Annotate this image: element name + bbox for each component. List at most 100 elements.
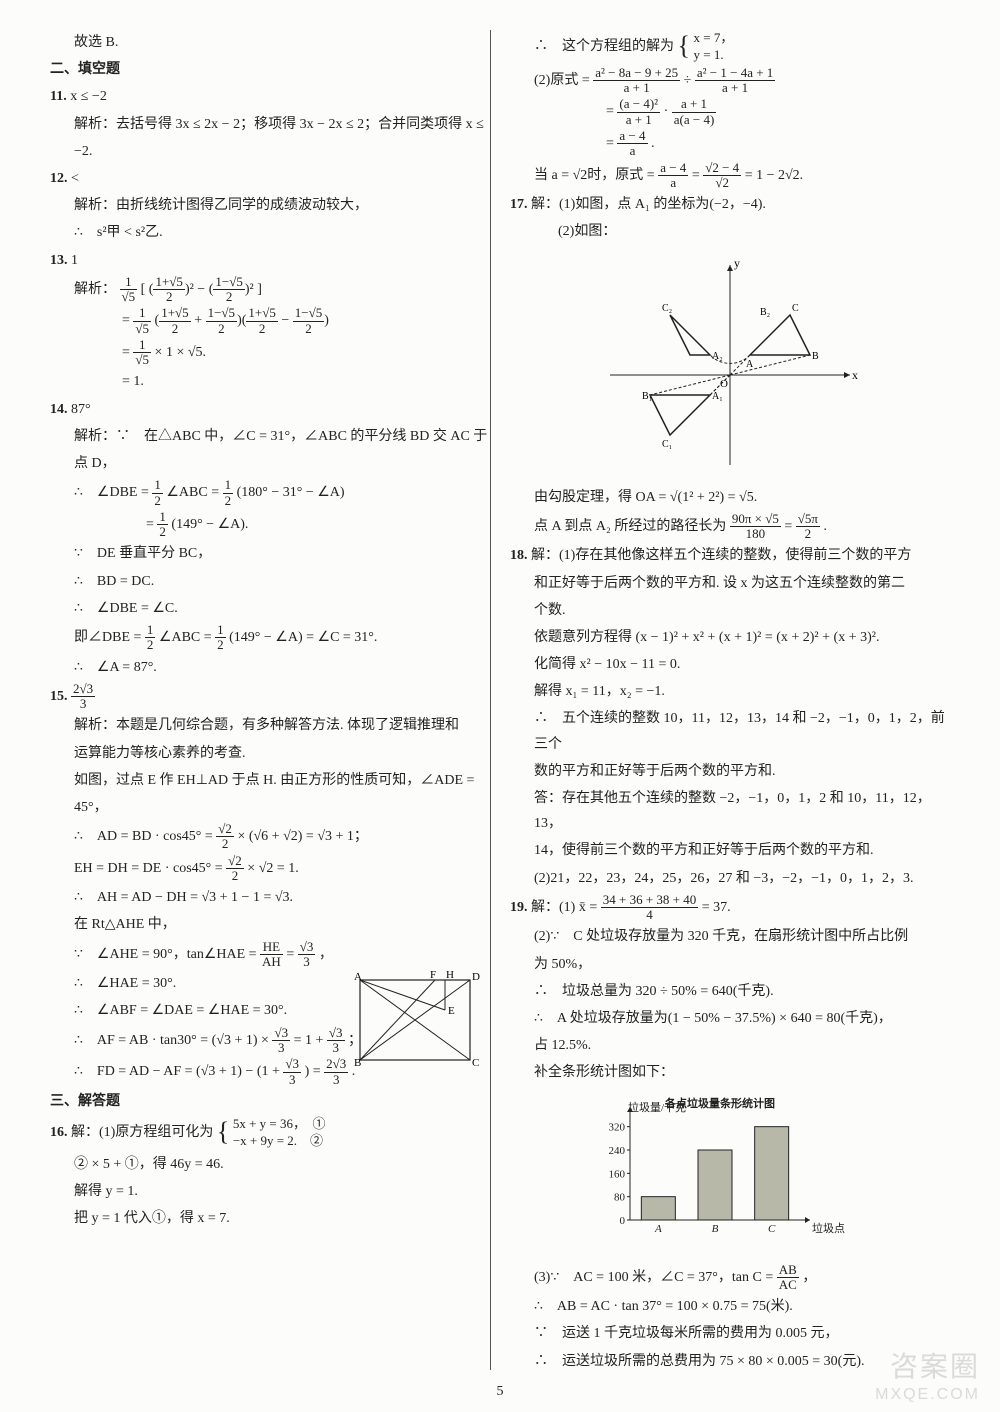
section-heading: 三、解答题: [50, 1089, 490, 1114]
text: ∵ ∠AHE = 90°，tan∠HAE =: [74, 947, 260, 962]
equation: EH = DH = DE · cos45° = √22 × √2 = 1.: [50, 854, 490, 884]
text: 解析：去括号得 3x ≤ 2x − 2；移项得 3x − 2x ≤ 2；合并同类…: [50, 112, 490, 137]
page-number: 5: [0, 1379, 1000, 1404]
text: .: [823, 519, 827, 534]
text: ∴ 五个连续的整数 10，11，12，13，14 和 −2，−1，0，1，2，前…: [510, 706, 950, 756]
svg-text:F: F: [430, 970, 436, 981]
svg-text:B: B: [712, 1223, 719, 1235]
text: =: [606, 136, 617, 151]
text: 依题意列方程得 (x − 1)² + x² + (x + 1)² = (x + …: [510, 625, 950, 650]
text: (180° − 31° − ∠A): [237, 485, 345, 500]
equation: ∴ 这个方程组的解为 { x = 7， y = 1.: [510, 30, 950, 64]
text: ，: [802, 1270, 816, 1285]
svg-text:240: 240: [609, 1145, 626, 1157]
text: ·: [664, 104, 672, 119]
text: 运算能力等核心素养的考查.: [50, 741, 490, 766]
text: (2)21，22，23，24，25，26，27 和 −3，−2，−1，0，1，2…: [510, 866, 950, 891]
section-heading: 二、填空题: [50, 57, 490, 82]
text: ∴ 这个方程组的解为: [534, 39, 674, 54]
text: ，: [319, 947, 333, 962]
svg-text:B: B: [354, 1057, 361, 1069]
svg-text:B₁: B₁: [642, 391, 652, 402]
svg-text:垃圾量/千克: 垃圾量/千克: [628, 1100, 686, 1114]
q19: 19. 解：(1) x̄ = 34 + 36 + 38 + 404 = 37.: [510, 893, 950, 923]
svg-text:x: x: [852, 368, 858, 382]
text: 为 50%，: [510, 952, 950, 977]
qnum: 13.: [50, 253, 68, 268]
q15: 15. 2√33: [50, 682, 490, 712]
text: × (√6 + √2) = √3 + 1；: [237, 829, 367, 844]
eq: y = 1.: [693, 47, 723, 62]
equation: 即∠DBE = 12 ∠ABC = 12 (149° − ∠A) = ∠C = …: [50, 623, 490, 653]
text: ) =: [305, 1064, 325, 1079]
text: 45°，: [50, 795, 490, 820]
text: =: [784, 519, 795, 534]
text: 和正好等于后两个数的平方和. 设 x 为这五个连续整数的第二: [510, 571, 950, 596]
eq: 5x + y = 36， ①: [233, 1116, 326, 1131]
text: ∴ AD = BD · cos45° =: [74, 829, 216, 844]
text: 解得 y = 1.: [50, 1179, 490, 1204]
qnum: 15.: [50, 689, 68, 704]
text: .: [651, 136, 655, 151]
text: = 37.: [702, 900, 731, 915]
answer: x ≤ −2: [70, 89, 107, 104]
q11: 11. x ≤ −2: [50, 84, 490, 109]
svg-text:A₁: A₁: [712, 391, 723, 402]
text: 即∠DBE =: [74, 630, 145, 645]
answer: 1: [71, 253, 78, 268]
svg-text:160: 160: [609, 1169, 626, 1181]
text: 化简得 x² − 10x − 11 = 0.: [510, 652, 950, 677]
text: 解：(1)存在其他像这样五个连续的整数，使得前三个数的平方: [531, 548, 911, 563]
qnum: 17.: [510, 197, 528, 212]
svg-text:垃圾点: 垃圾点: [812, 1221, 845, 1235]
text: (2)原式 =: [534, 73, 593, 88]
text: ∴ ∠DBE =: [74, 485, 152, 500]
text: ∴ ∠A = 87°.: [50, 655, 490, 680]
q16: 16. 解：(1)原方程组可化为 { 5x + y = 36， ① −x + 9…: [50, 1116, 490, 1150]
text: 点 A 到点 A₂ 所经过的路径长为: [534, 519, 730, 534]
svg-text:B₂: B₂: [760, 307, 770, 318]
answer: <: [71, 171, 79, 186]
text: 在 Rt△AHE 中，: [50, 912, 490, 937]
equation: 解析： 1√5 [ (1+√52)² − (1−√52)² ]: [50, 275, 490, 305]
equation: (3)∵ AC = 100 米，∠C = 37°，tan C = ABAC ，: [510, 1263, 950, 1293]
equation: ∴ ∠DBE = 12 ∠ABC = 12 (180° − 31° − ∠A): [50, 478, 490, 508]
text: ∵ 运送 1 千克垃圾每米所需的费用为 0.005 元，: [510, 1321, 950, 1346]
text: 数的平方和正好等于后两个数的平方和.: [510, 759, 950, 784]
q13: 13. 1: [50, 248, 490, 273]
equation: ∵ ∠AHE = 90°，tan∠HAE = HEAH = √33 ，: [50, 940, 490, 970]
svg-text:C: C: [768, 1223, 776, 1235]
qnum: 11.: [50, 89, 67, 104]
text: =: [286, 947, 297, 962]
text: =: [606, 104, 617, 119]
text: ∴ AB = AC · tan 37° = 100 × 0.75 = 75(米)…: [510, 1294, 950, 1319]
text: = 1 − 2√2.: [745, 168, 803, 183]
text: 14，使得前三个数的平方和正好等于后两个数的平方和.: [510, 838, 950, 863]
text: 解得 x₁ = 11，x₂ = −1.: [510, 679, 950, 704]
text: × √2 = 1.: [247, 861, 298, 876]
text: (149° − ∠A).: [171, 517, 248, 532]
text: ∴ 垃圾总量为 320 ÷ 50% = 640(千克).: [510, 979, 950, 1004]
equation: (2)原式 = a² − 8a − 9 + 25a + 1 ÷ a² − 1 −…: [510, 66, 950, 96]
text: 解析：∵ 在△ABC 中，∠C = 31°，∠ABC 的平分线 BD 交 AC …: [50, 424, 490, 449]
text: 点 D，: [50, 451, 490, 476]
text: 由勾股定理，得 OA = √(1² + 2²) = √5.: [510, 485, 950, 510]
text: 把 y = 1 代入①，得 x = 7.: [50, 1206, 490, 1231]
equation: = 1.: [50, 369, 490, 394]
text: ∴ AF = AB · tan30° = (√3 + 1) ×: [74, 1033, 272, 1048]
text: ∠ABC =: [166, 485, 222, 500]
equation: ∴ AD = BD · cos45° = √22 × (√6 + √2) = √…: [50, 822, 490, 852]
equation: 当 a = √2时，原式 = a − 4a = √2 − 4√2 = 1 − 2…: [510, 161, 950, 191]
text: 解析：由折线统计图得乙同学的成绩波动较大，: [50, 193, 490, 218]
equation: = 12 (149° − ∠A).: [50, 510, 490, 540]
svg-text:A: A: [746, 359, 754, 370]
text: ∴ AH = AD − DH = √3 + 1 − 1 = √3.: [50, 885, 490, 910]
text: ∵ DE 垂直平分 BC，: [50, 541, 490, 566]
q14: 14. 87°: [50, 397, 490, 422]
text: × 1 × √5.: [155, 345, 206, 360]
qnum: 19.: [510, 900, 528, 915]
text: 占 12.5%.: [510, 1033, 950, 1058]
answer: 87°: [71, 402, 91, 417]
text: (2)∵ C 处垃圾存放量为 320 千克，在扇形统计图中所占比例: [510, 924, 950, 949]
svg-text:E: E: [448, 1005, 455, 1017]
